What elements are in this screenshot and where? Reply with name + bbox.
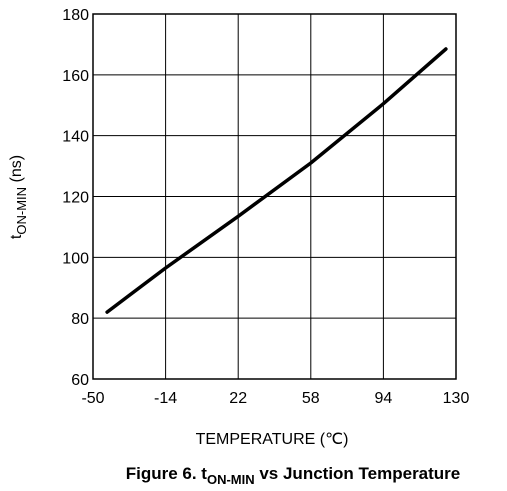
y-axis-title-main: t: [8, 234, 25, 239]
y-tick-labels: 60 80 100 120 140 160 180: [62, 7, 89, 389]
y-tick-label: 180: [62, 7, 89, 24]
y-tick-label: 120: [62, 190, 89, 207]
figure-caption: Figure 6. tON-MIN vs Junction Temperatur…: [126, 464, 461, 487]
y-axis-title-sub: ON-MIN: [14, 187, 29, 235]
grid: [92, 13, 457, 380]
x-tick-label: 58: [302, 390, 320, 407]
x-tick-labels: -50 -14 22 58 94 130: [81, 390, 469, 407]
y-tick-label: 140: [62, 129, 89, 146]
x-tick-label: 94: [375, 390, 393, 407]
y-tick-label: 60: [71, 372, 89, 389]
plot-frame: [92, 13, 457, 380]
series-line: [105, 47, 448, 314]
y-tick-label: 80: [71, 311, 89, 328]
x-tick-label: 22: [229, 390, 247, 407]
y-axis-title-rest: (ns): [8, 155, 25, 187]
x-axis-title: TEMPERATURE (℃): [196, 431, 349, 448]
y-axis-title: tON-MIN (ns): [8, 155, 29, 239]
series-layer: [105, 47, 448, 314]
caption-prefix: Figure 6. t: [126, 464, 208, 483]
caption-subscript: ON-MIN: [207, 472, 255, 487]
x-tick-label: -50: [81, 390, 104, 407]
x-tick-label: 130: [443, 390, 470, 407]
caption-suffix: vs Junction Temperature: [255, 464, 461, 483]
y-tick-label: 160: [62, 68, 89, 85]
y-tick-label: 100: [62, 250, 89, 267]
x-tick-label: -14: [154, 390, 177, 407]
